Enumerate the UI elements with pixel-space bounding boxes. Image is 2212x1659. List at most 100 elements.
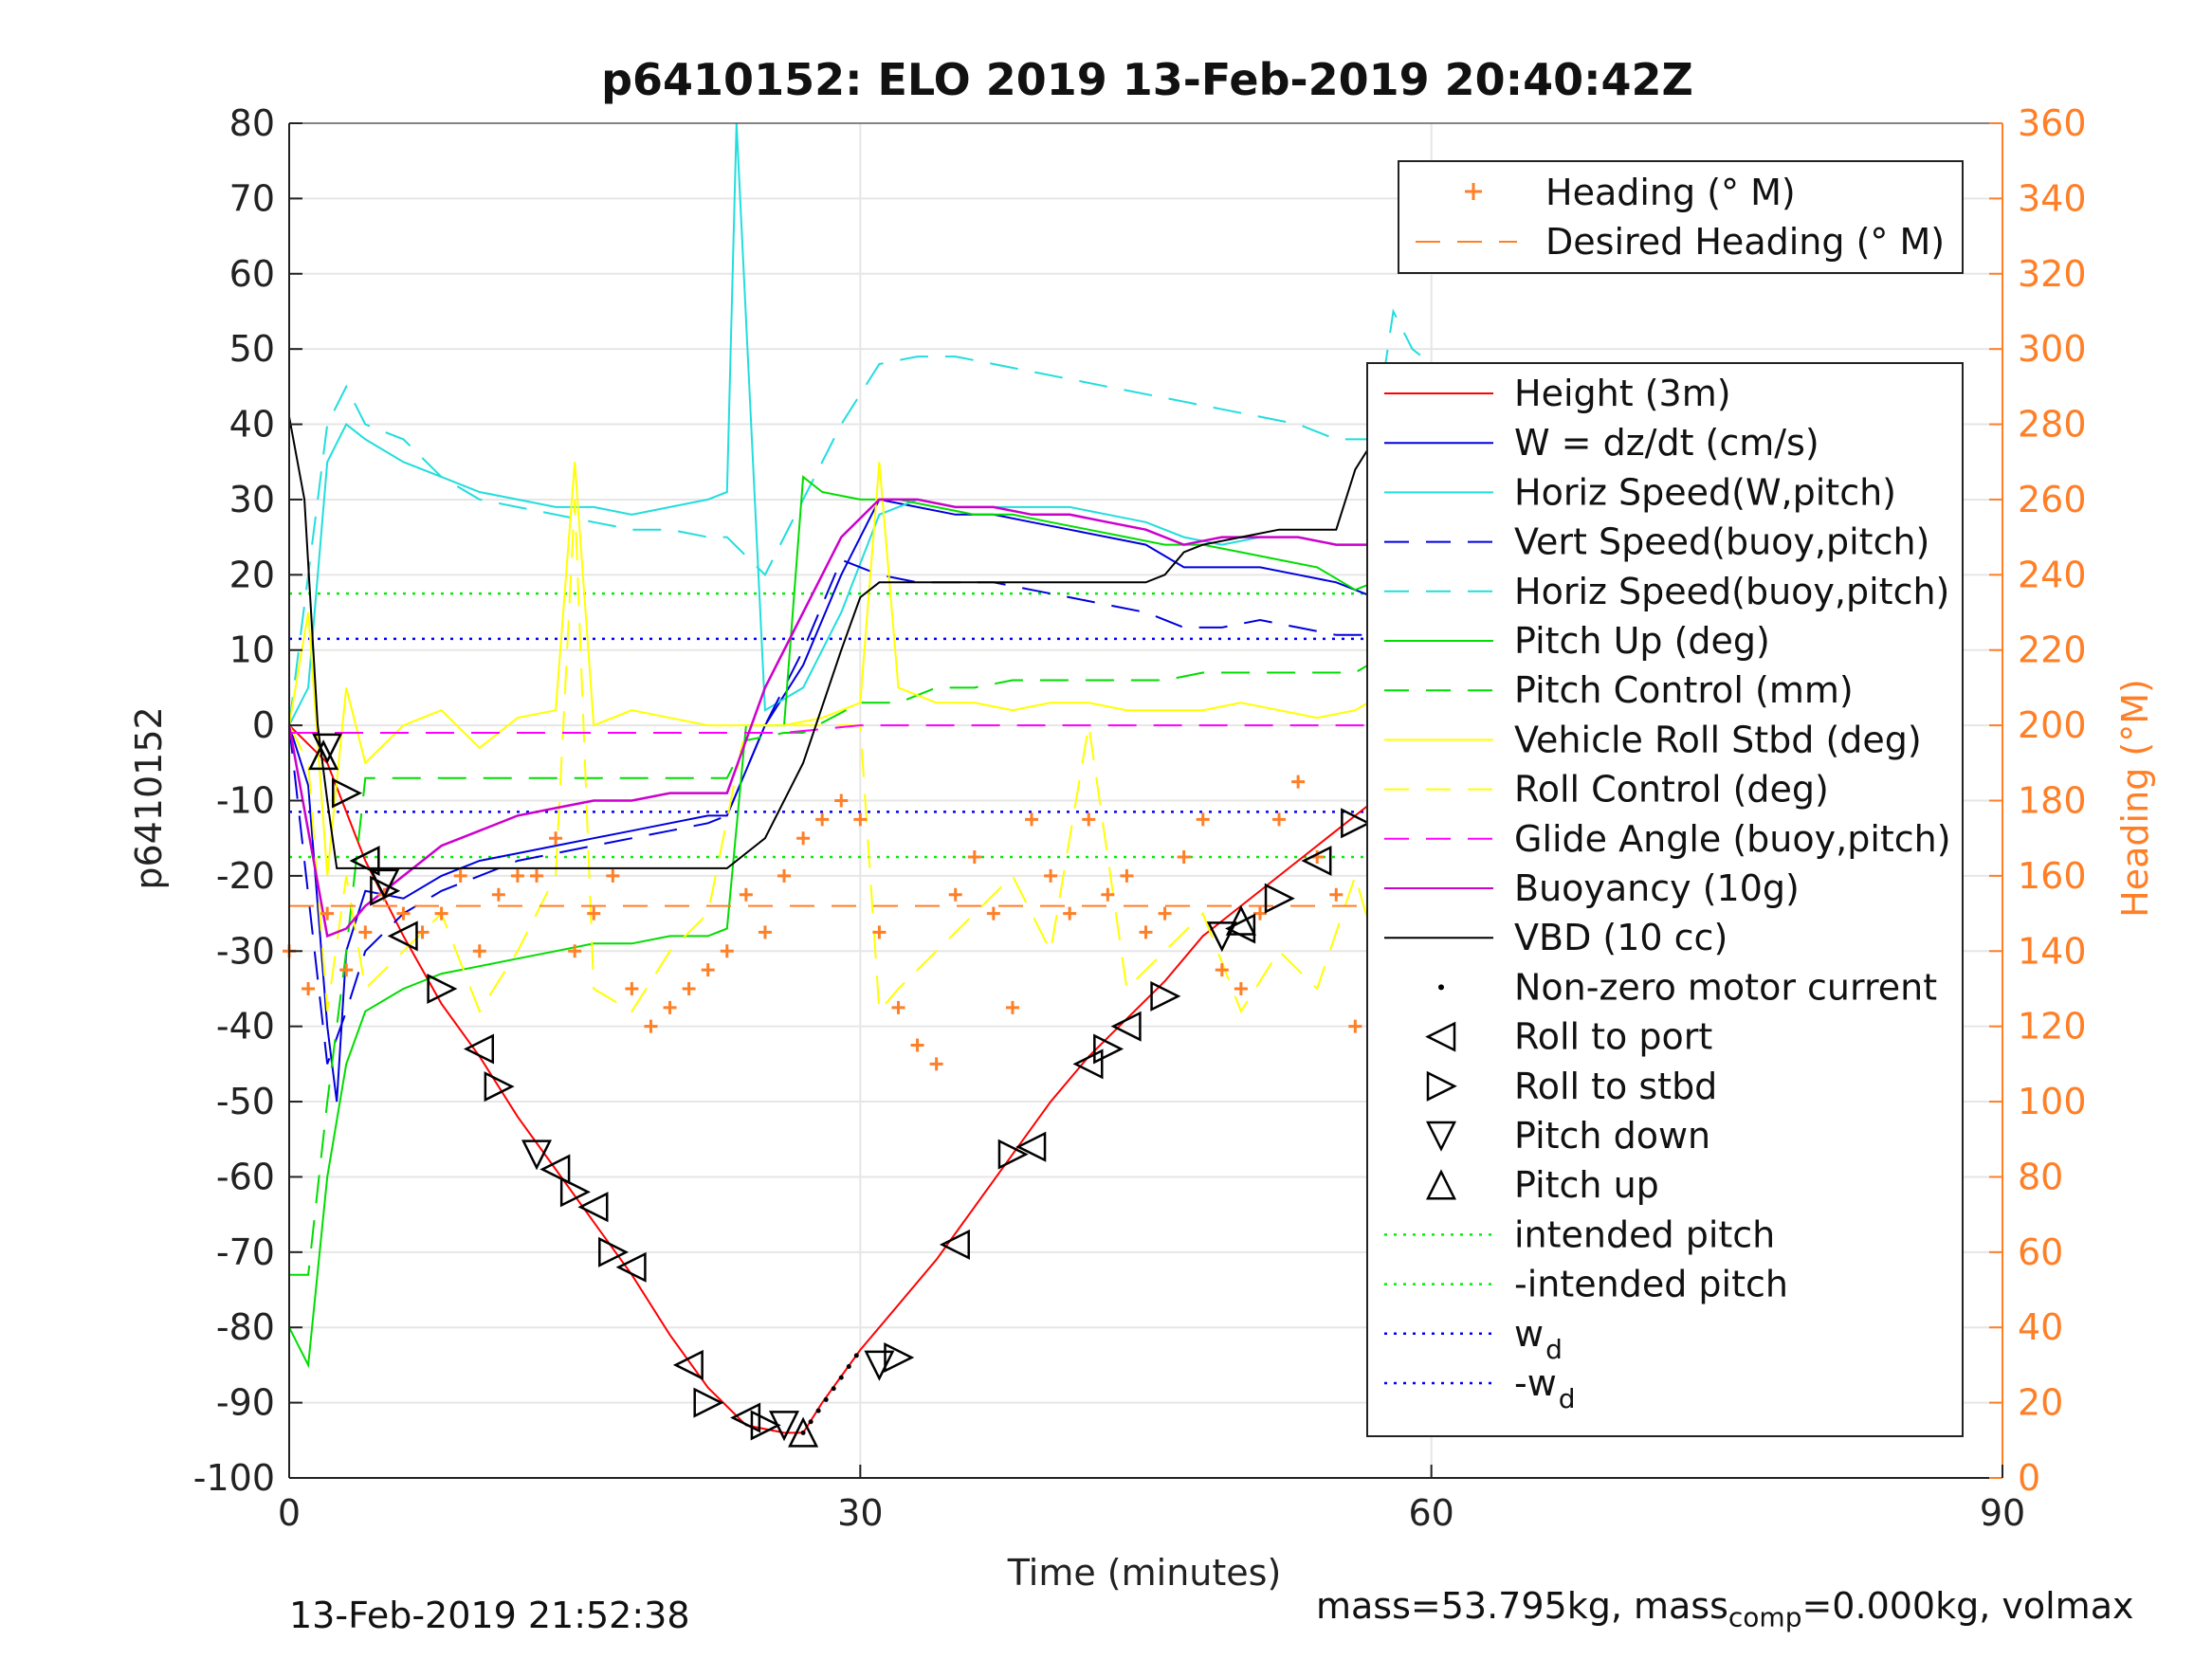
x-tick-label: 0 — [278, 1492, 301, 1534]
triangle-marker — [1072, 1048, 1104, 1080]
y-axis-label: p6410152 — [128, 706, 170, 889]
motor-current-dot — [808, 1419, 814, 1425]
legend-main-text: -w — [1514, 1362, 1557, 1404]
legend-subscript: d — [1545, 1334, 1563, 1365]
heading-point — [796, 831, 811, 846]
y-tick-label: -50 — [216, 1081, 275, 1122]
heading-point — [777, 868, 792, 883]
triangle-marker — [1425, 1121, 1457, 1152]
tick-labels: 80706050403020100-10-20-30-40-50-60-70-8… — [193, 102, 2087, 1534]
heading-point — [1196, 812, 1210, 827]
heading-point — [644, 1019, 658, 1033]
triangle-marker — [369, 868, 400, 900]
heading-point — [1044, 868, 1058, 883]
triangle-marker — [884, 1341, 915, 1374]
heading-point — [663, 1000, 677, 1014]
y-tick-label: -40 — [216, 1006, 275, 1048]
heading-point — [1158, 906, 1172, 921]
heading-point — [853, 812, 868, 827]
legend-main-text: -intended pitch — [1514, 1264, 1788, 1305]
heading-point — [815, 812, 830, 827]
mass-text: mass=53.795kg, mass — [1316, 1585, 1728, 1627]
legend-main-text: Buoyancy (10g) — [1514, 867, 1800, 909]
heading-point — [625, 981, 639, 995]
triangle-marker — [1301, 845, 1332, 877]
heading-point — [967, 850, 981, 865]
heading-point — [1234, 981, 1248, 995]
triangle-marker — [864, 1350, 895, 1381]
heading-point — [758, 925, 772, 939]
heading-point — [1348, 1019, 1362, 1033]
y2-axis-label: Heading (°M) — [2114, 679, 2156, 918]
legend-main-text: Roll Control (deg) — [1514, 769, 1829, 811]
motor-current-dot — [846, 1364, 851, 1370]
heading-point — [568, 944, 582, 958]
y2-tick-label: 120 — [2018, 1006, 2087, 1048]
y2-tick-label: 220 — [2018, 629, 2087, 671]
legend-heading-text: Desired Heading (° M) — [1545, 221, 1945, 263]
y2-tick-label: 160 — [2018, 855, 2087, 897]
y-tick-label: 20 — [229, 554, 275, 595]
legend-main-text: Glide Angle (buoy,pitch) — [1514, 818, 1951, 860]
y2-tick-label: 60 — [2018, 1231, 2063, 1273]
triangle-marker — [539, 1154, 571, 1185]
motor-current-dot — [815, 1408, 821, 1413]
mass-subscript: comp — [1728, 1601, 1802, 1633]
motor-current-dot — [800, 1430, 806, 1435]
heading-point — [1215, 963, 1229, 977]
triangle-marker — [615, 1251, 647, 1283]
triangle-marker — [1110, 1011, 1142, 1042]
y-tick-label: 0 — [252, 704, 275, 746]
heading-point — [1025, 812, 1039, 827]
heading-point — [453, 868, 467, 883]
triangle-marker — [1264, 883, 1295, 914]
y-tick-label: -100 — [193, 1457, 275, 1499]
legend-main-text: Roll to stbd — [1514, 1066, 1717, 1107]
legend-main-text: W = dz/dt (cm/s) — [1514, 422, 1819, 464]
triangle-marker — [427, 973, 458, 1004]
heading-point — [986, 906, 1000, 921]
x-tick-label: 30 — [837, 1492, 883, 1534]
heading-point — [510, 868, 524, 883]
heading-point — [891, 1000, 905, 1014]
y-tick-label: 30 — [229, 479, 275, 520]
x-axis-label: Time (minutes) — [1007, 1552, 1282, 1594]
x-tick-label: 90 — [1980, 1492, 2025, 1534]
legend-main-text: Roll to port — [1514, 1016, 1712, 1058]
triangle-marker — [559, 1176, 591, 1208]
y2-tick-label: 20 — [2018, 1382, 2063, 1424]
y-tick-label: 70 — [229, 177, 275, 219]
triangle-marker — [387, 921, 418, 952]
heading-point — [302, 981, 316, 995]
chart-title: p6410152: ELO 2019 13-Feb-2019 20:40:42Z — [601, 54, 1693, 105]
motor-current-dot — [853, 1353, 859, 1358]
triangle-marker — [788, 1416, 819, 1448]
mass-rest: =0.000kg, volmax — [1801, 1585, 2134, 1627]
y2-tick-label: 100 — [2018, 1081, 2087, 1122]
legend-main-text: Non-zero motor current — [1514, 966, 1937, 1008]
legend-swatch — [1438, 984, 1444, 991]
triangle-marker — [1015, 1131, 1047, 1162]
triangle-marker — [349, 845, 380, 877]
heading-point — [1177, 850, 1191, 865]
heading-point — [491, 887, 505, 902]
heading-point — [1329, 887, 1344, 902]
heading-point — [320, 906, 335, 921]
legend-main-text: Pitch Control (mm) — [1514, 669, 1854, 711]
triangle-marker — [672, 1349, 704, 1380]
triangle-marker — [730, 1402, 761, 1433]
heading-point — [606, 868, 620, 883]
y-tick-label: -30 — [216, 930, 275, 972]
triangle-marker — [1225, 904, 1256, 936]
heading-point — [396, 906, 411, 921]
heading-point — [358, 925, 373, 939]
legend-heading-text: Heading (° M) — [1545, 172, 1796, 213]
legend-main-text: Vert Speed(buoy,pitch) — [1514, 521, 1929, 563]
y2-tick-label: 240 — [2018, 554, 2087, 595]
y-tick-label: -20 — [216, 855, 275, 897]
y2-tick-label: 260 — [2018, 479, 2087, 520]
legend-main-text: Pitch down — [1514, 1115, 1710, 1157]
heading-point — [1139, 925, 1153, 939]
y2-tick-label: 80 — [2018, 1156, 2063, 1197]
legend-main-text: Vehicle Roll Stbd (deg) — [1514, 719, 1922, 760]
